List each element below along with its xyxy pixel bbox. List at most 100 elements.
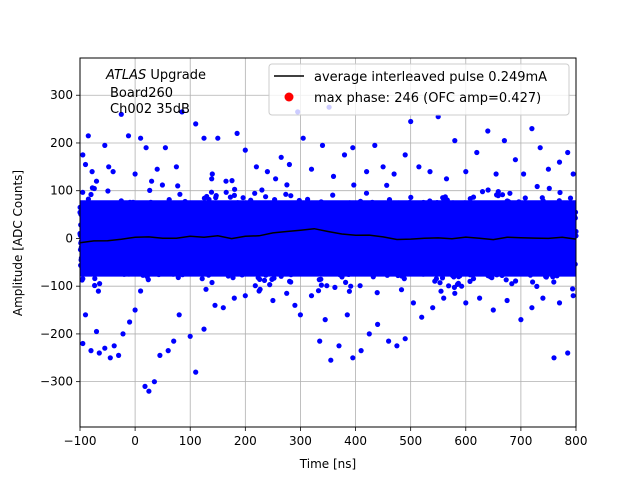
scatter-point	[318, 276, 324, 282]
scatter-point	[408, 194, 414, 200]
x-tick-label: 600	[454, 434, 477, 448]
legend-entry-average-pulse: average interleaved pulse 0.249mA	[314, 70, 547, 85]
scatter-point	[132, 171, 138, 177]
scatter-point	[501, 138, 507, 144]
scatter-point	[85, 133, 91, 139]
scatter-point	[551, 355, 557, 361]
scatter-point	[264, 169, 270, 175]
scatter-point	[570, 171, 576, 177]
x-tick-label: 500	[399, 434, 422, 448]
scatter-point	[253, 164, 259, 170]
scatter-point	[518, 317, 524, 323]
scatter-point	[92, 282, 98, 289]
scatter-point	[209, 176, 215, 182]
scatter-point	[288, 279, 294, 285]
scatter-point	[319, 142, 326, 148]
scatter-point	[91, 185, 97, 192]
scatter-point	[116, 352, 122, 358]
annotation-upgrade: Upgrade	[146, 68, 206, 83]
scatter-point	[223, 178, 229, 184]
scatter-point	[540, 295, 546, 301]
scatter-point	[234, 130, 240, 136]
y-tick-label: −100	[40, 279, 73, 293]
scatter-point	[93, 328, 100, 335]
scatter-point	[179, 109, 185, 115]
annotation-line-2: Board260	[110, 86, 173, 101]
y-axis-label: Amplitude [ADC Counts]	[11, 170, 25, 316]
scatter-point	[348, 283, 354, 289]
scatter-point	[263, 194, 269, 200]
scatter-point	[171, 338, 177, 344]
scatter-point	[284, 290, 290, 296]
x-tick-label: −100	[64, 434, 97, 448]
scatter-point	[410, 300, 416, 306]
scatter-point	[176, 312, 182, 318]
scatter-point	[162, 145, 168, 151]
scatter-point	[146, 388, 152, 394]
scatter-point	[223, 189, 229, 195]
x-axis-label: Time [ns]	[299, 457, 356, 471]
scatter-point	[513, 278, 519, 284]
scatter-point	[432, 278, 438, 284]
scatter-point	[165, 348, 171, 354]
x-tick-label: 400	[344, 434, 367, 448]
average-pulse-line	[79, 227, 577, 244]
scatter-point	[232, 186, 238, 192]
scatter-point	[522, 195, 528, 201]
scatter-point	[120, 331, 126, 337]
y-tick-label: 100	[50, 184, 73, 198]
scatter-point	[145, 277, 151, 283]
scatter-point	[267, 282, 273, 288]
scatter-point	[283, 191, 289, 197]
legend-marker-swatch	[284, 92, 294, 102]
scatter-point	[252, 190, 258, 196]
scatter-point	[215, 135, 221, 141]
scatter-point	[317, 338, 323, 344]
scatter-point	[209, 171, 215, 177]
annotation-line-3: Ch002 35dB	[110, 102, 190, 117]
scatter-point	[143, 145, 149, 151]
scatter-point	[504, 297, 510, 304]
scatter-point	[102, 345, 108, 351]
scatter-point	[451, 284, 457, 290]
scatter-point	[138, 288, 144, 294]
scatter-point	[437, 280, 443, 286]
scatter-point	[173, 164, 179, 170]
scatter-point	[330, 173, 337, 179]
scatter-point	[209, 279, 215, 286]
line-series	[79, 227, 577, 244]
scatter-point	[358, 348, 364, 354]
scatter-point	[363, 190, 370, 196]
scatter-point	[105, 188, 111, 194]
scatter-point	[324, 283, 330, 289]
scatter-point	[441, 295, 447, 301]
scatter-point	[530, 279, 536, 285]
scatter-point	[401, 276, 407, 282]
y-ticks: −300 −200 −100 0 100 200 300	[40, 88, 80, 389]
scatter-point	[556, 159, 563, 165]
scatter-point	[570, 293, 576, 299]
scatter-point	[138, 135, 144, 141]
scatter-point	[346, 288, 352, 294]
scatter-point	[419, 314, 425, 320]
scatter-point	[80, 152, 86, 158]
scatter-point	[556, 300, 563, 306]
legend: average interleaved pulse 0.249mA max ph…	[268, 63, 570, 116]
y-tick-label: 0	[65, 231, 73, 245]
scatter-point	[402, 336, 408, 342]
scatter-point	[485, 128, 491, 134]
scatter-point	[80, 340, 86, 347]
scatter-point	[261, 277, 268, 283]
scatter-point	[570, 286, 576, 292]
x-tick-label: 0	[131, 434, 139, 448]
scatter-point	[242, 293, 248, 299]
scatter-point	[386, 338, 392, 344]
x-tick-label: 700	[509, 434, 532, 448]
x-tick-label: 100	[179, 434, 202, 448]
scatter-point	[380, 164, 386, 170]
x-tick-label: 300	[289, 434, 312, 448]
y-tick-label: −200	[40, 327, 73, 341]
scatter-point	[455, 280, 461, 286]
scatter-point	[551, 279, 557, 285]
scatter-point	[80, 189, 86, 195]
